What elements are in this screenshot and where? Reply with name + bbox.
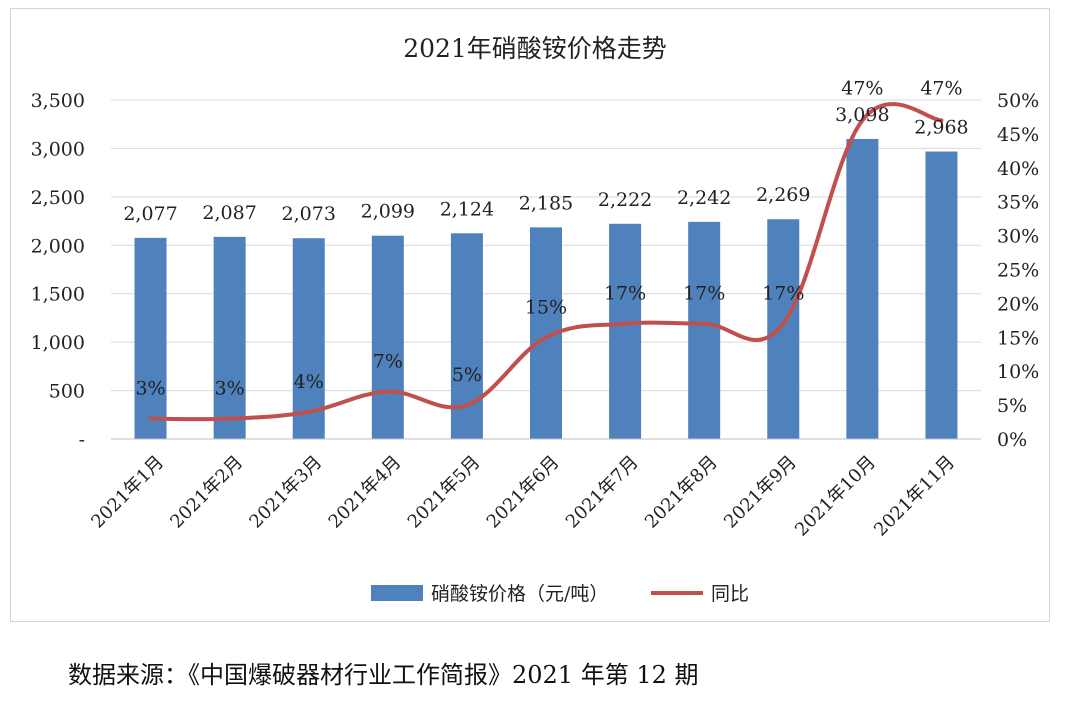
x-tick-label: 2021年10月 xyxy=(791,452,880,541)
x-tick-label: 2021年11月 xyxy=(870,452,959,541)
y-left-tick-label: 2,000 xyxy=(31,235,85,257)
bar xyxy=(609,223,642,439)
y-right-tick-label: 0% xyxy=(997,429,1027,451)
x-tick-label: 2021年5月 xyxy=(404,452,485,533)
legend-label-line: 同比 xyxy=(711,583,749,605)
y-right-tick-label: 50% xyxy=(997,90,1039,112)
bar-value-label: 3,098 xyxy=(835,104,889,126)
line-value-label: 47% xyxy=(841,77,883,99)
line-value-label: 5% xyxy=(452,364,482,386)
x-tick-label: 2021年4月 xyxy=(325,452,406,533)
line-value-label: 15% xyxy=(525,296,567,318)
x-tick-label: 2021年3月 xyxy=(245,452,326,533)
y-right-tick-label: 10% xyxy=(997,361,1039,383)
y-right-tick-label: 15% xyxy=(997,327,1039,349)
x-tick-label: 2021年1月 xyxy=(87,452,168,533)
bar xyxy=(371,235,404,439)
line-value-label: 17% xyxy=(604,283,646,305)
line-value-label: 7% xyxy=(373,351,403,373)
x-tick-label: 2021年9月 xyxy=(720,452,801,533)
y-right-tick-label: 45% xyxy=(997,124,1039,146)
bar xyxy=(292,238,325,439)
x-tick-label: 2021年8月 xyxy=(641,452,722,533)
y-right-tick-label: 20% xyxy=(997,293,1039,315)
line-value-label: 17% xyxy=(762,283,804,305)
y-right-tick-label: 25% xyxy=(997,260,1039,282)
line-value-label: 47% xyxy=(920,77,962,99)
data-source-note: 数据来源：《中国爆破器材行业工作简报》2021 年第 12 期 xyxy=(68,661,699,689)
x-tick-label: 2021年7月 xyxy=(562,452,643,533)
legend-swatch-bar xyxy=(371,585,423,601)
chart-frame: 2021年硝酸铵价格走势 - 500 1,000 1,500 2,000 2,500 3,0… xyxy=(10,8,1050,622)
bar xyxy=(688,221,721,439)
legend-label-bar: 硝酸铵价格（元/吨） xyxy=(431,583,608,605)
y-right-tick-label: 40% xyxy=(997,158,1039,180)
bar xyxy=(213,236,246,439)
chart-title: 2021年硝酸铵价格走势 xyxy=(403,34,667,63)
line-value-label: 4% xyxy=(294,371,324,393)
bar xyxy=(767,219,800,439)
y-right-tick-label: 30% xyxy=(997,226,1039,248)
y-left-tick-label: 3,000 xyxy=(31,138,85,160)
y-left-tick-label: 1,500 xyxy=(31,284,85,306)
line-value-label: 3% xyxy=(135,378,165,400)
line-value-label: 17% xyxy=(683,283,725,305)
bar-value-label: 2,222 xyxy=(598,189,652,211)
bar-value-label: 2,077 xyxy=(123,203,177,225)
line-value-label: 3% xyxy=(215,378,245,400)
bar-value-label: 2,242 xyxy=(677,187,731,209)
bar-value-label: 2,124 xyxy=(440,198,494,220)
chart-svg: 2021年硝酸铵价格走势 - 500 1,000 1,500 2,000 2,500 3,0… xyxy=(31,34,1040,605)
x-tick-label: 2021年2月 xyxy=(166,452,247,533)
y-left-tick-label: 1,000 xyxy=(31,332,85,354)
bar-value-label: 2,099 xyxy=(361,201,415,223)
y-right-tick-label: 35% xyxy=(997,192,1039,214)
y-left-tick-label: 2,500 xyxy=(31,187,85,209)
bar xyxy=(134,237,167,439)
y-right-tick-label: 5% xyxy=(997,395,1027,417)
bar-value-label: 2,968 xyxy=(914,117,968,139)
y-left-tick-label: - xyxy=(79,429,85,451)
bar-value-label: 2,269 xyxy=(756,184,810,206)
bar-value-label: 2,185 xyxy=(519,192,573,214)
bar xyxy=(846,138,879,439)
y-left-tick-label: 3,500 xyxy=(31,90,85,112)
bar-value-label: 2,087 xyxy=(202,202,256,224)
x-tick-label: 2021年6月 xyxy=(483,452,564,533)
bar-value-label: 2,073 xyxy=(282,203,336,225)
bar xyxy=(925,151,958,439)
y-left-tick-label: 500 xyxy=(49,381,85,403)
yoy-line xyxy=(148,102,944,422)
